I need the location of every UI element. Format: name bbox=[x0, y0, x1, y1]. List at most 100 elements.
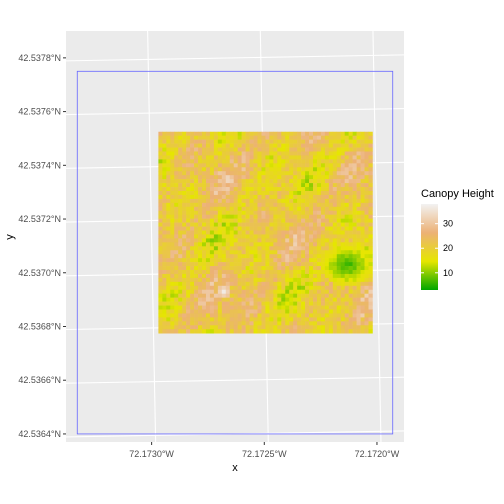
raster-cell bbox=[356, 250, 361, 255]
raster-cell bbox=[221, 202, 227, 208]
raster-cell bbox=[269, 159, 274, 164]
raster-cell bbox=[229, 289, 234, 294]
raster-cell bbox=[213, 151, 219, 156]
raster-cell bbox=[158, 277, 163, 283]
raster-cell bbox=[241, 194, 246, 200]
raster-cell bbox=[336, 218, 342, 223]
raster-cell bbox=[170, 171, 175, 176]
raster-cell bbox=[293, 159, 298, 164]
raster-cell bbox=[289, 139, 294, 144]
raster-cell bbox=[261, 317, 266, 322]
raster-cell bbox=[364, 297, 369, 302]
raster-cell bbox=[305, 151, 310, 156]
raster-cell bbox=[162, 317, 167, 322]
raster-cell bbox=[289, 285, 294, 291]
raster-cell bbox=[360, 155, 365, 160]
raster-cell bbox=[261, 270, 266, 275]
raster-cell bbox=[245, 175, 250, 180]
raster-cell bbox=[233, 151, 238, 156]
raster-cell bbox=[368, 266, 373, 271]
raster-cell bbox=[198, 226, 203, 231]
raster-cell bbox=[166, 277, 171, 283]
raster-cell bbox=[201, 202, 207, 208]
raster-cell bbox=[198, 242, 203, 247]
raster-cell bbox=[205, 167, 211, 172]
raster-cell bbox=[162, 202, 167, 208]
raster-cell bbox=[257, 317, 262, 322]
raster-cell bbox=[265, 250, 270, 255]
raster-cell bbox=[217, 151, 223, 156]
raster-cell bbox=[332, 214, 338, 219]
raster-cell bbox=[273, 293, 278, 298]
raster-cell bbox=[190, 281, 195, 287]
raster-cell bbox=[253, 171, 258, 176]
raster-cell bbox=[309, 190, 314, 196]
raster-cell bbox=[293, 270, 298, 275]
raster-cell bbox=[201, 281, 207, 287]
raster-cell bbox=[178, 183, 183, 188]
raster-cell bbox=[277, 238, 282, 243]
raster-cell bbox=[178, 250, 183, 255]
raster-cell bbox=[166, 258, 171, 263]
raster-cell bbox=[201, 254, 207, 259]
raster-cell bbox=[182, 218, 187, 223]
raster-cell bbox=[174, 143, 179, 148]
raster-cell bbox=[281, 187, 286, 192]
raster-cell bbox=[340, 198, 345, 204]
raster-cell bbox=[261, 183, 266, 188]
raster-cell bbox=[281, 202, 286, 208]
raster-cell bbox=[336, 266, 342, 271]
raster-cell bbox=[158, 151, 163, 156]
raster-cell bbox=[186, 254, 191, 259]
raster-cell bbox=[344, 270, 349, 275]
raster-cell bbox=[273, 187, 278, 192]
raster-cell bbox=[293, 222, 298, 227]
raster-cell bbox=[316, 262, 322, 267]
raster-cell bbox=[245, 183, 250, 188]
raster-cell bbox=[213, 131, 219, 136]
raster-cell bbox=[261, 277, 266, 283]
raster-cell bbox=[253, 254, 258, 259]
raster-cell bbox=[336, 238, 342, 243]
raster-cell bbox=[182, 321, 187, 326]
raster-cell bbox=[237, 218, 242, 223]
raster-cell bbox=[253, 222, 258, 227]
raster-cell bbox=[309, 285, 314, 291]
raster-cell bbox=[356, 147, 361, 152]
raster-cell bbox=[237, 266, 242, 271]
raster-cell bbox=[273, 258, 278, 263]
raster-cell bbox=[225, 258, 231, 263]
raster-cell bbox=[301, 171, 306, 176]
raster-cell bbox=[285, 179, 290, 184]
raster-cell bbox=[221, 143, 227, 148]
raster-cell bbox=[269, 131, 274, 136]
raster-cell bbox=[269, 202, 274, 208]
raster-cell bbox=[162, 301, 167, 306]
raster-cell bbox=[360, 214, 365, 219]
raster-cell bbox=[201, 214, 207, 219]
raster-cell bbox=[364, 167, 369, 172]
raster-cell bbox=[174, 273, 179, 279]
raster-cell bbox=[285, 147, 290, 152]
raster-cell bbox=[301, 262, 306, 267]
raster-cell bbox=[356, 183, 361, 188]
raster-cell bbox=[356, 159, 361, 164]
raster-cell bbox=[174, 190, 179, 196]
raster-cell bbox=[269, 321, 274, 326]
raster-cell bbox=[158, 198, 163, 204]
raster-cell bbox=[281, 190, 286, 196]
raster-cell bbox=[194, 321, 199, 326]
raster-cell bbox=[273, 309, 278, 314]
raster-cell bbox=[297, 194, 302, 200]
raster-cell bbox=[233, 190, 238, 196]
raster-cell bbox=[344, 222, 349, 227]
raster-cell bbox=[174, 242, 179, 247]
raster-cell bbox=[328, 238, 334, 243]
raster-cell bbox=[166, 143, 171, 148]
raster-cell bbox=[332, 266, 338, 271]
raster-cell bbox=[368, 281, 373, 287]
raster-cell bbox=[324, 131, 330, 136]
raster-cell bbox=[158, 285, 163, 291]
raster-cell bbox=[213, 329, 219, 334]
raster-cell bbox=[253, 210, 258, 215]
